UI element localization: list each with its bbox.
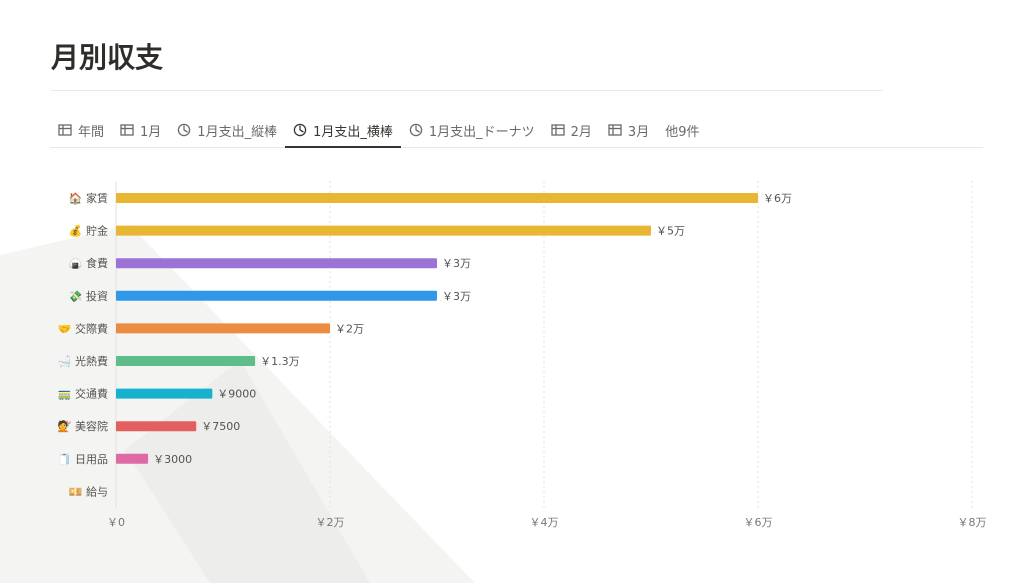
page-title: 月別収支	[51, 41, 164, 74]
table-icon	[550, 123, 565, 137]
category-label: 🤝 交際費	[58, 321, 108, 335]
bar	[116, 323, 330, 334]
tab-march[interactable]: 3月	[600, 114, 657, 148]
x-tick-label: ￥8万	[958, 516, 987, 529]
bar-value-label: ￥5万	[656, 225, 685, 238]
category-label: 🧻 日用品	[58, 453, 108, 466]
x-tick-label: ￥4万	[530, 516, 559, 529]
category-label: 🍙 食費	[69, 256, 108, 270]
category-label: 💴 給与	[69, 484, 108, 498]
category-label: 💸 投資	[69, 289, 108, 303]
bar-value-label: ￥9000	[217, 388, 256, 401]
bar-value-label: ￥6万	[763, 192, 792, 205]
bar-value-label: ￥1.3万	[260, 355, 300, 368]
category-label: 🚃 交通費	[58, 387, 108, 401]
tab-label: 2月	[570, 124, 592, 140]
bar	[116, 356, 256, 366]
bar	[116, 453, 149, 464]
tab-label: 1月支出_ドーナツ	[428, 124, 535, 140]
chart-icon	[293, 123, 307, 137]
tab-label: 1月支出_縦棒	[197, 124, 278, 140]
tab-january-expense-donut[interactable]: 1月支出_ドーナツ	[401, 114, 543, 148]
table-icon	[608, 123, 622, 137]
table-icon	[120, 123, 134, 137]
chart-icon	[177, 123, 191, 137]
table-icon	[58, 123, 72, 137]
tab-label: 他9件	[665, 124, 700, 140]
tab-label: 3月	[627, 124, 650, 140]
bar-value-label: ￥3万	[442, 290, 471, 303]
bar-value-label: ￥3万	[442, 257, 471, 270]
category-label: 🏠 家賃	[69, 191, 108, 205]
tab-february[interactable]: 2月	[543, 114, 600, 148]
bar	[116, 421, 197, 432]
tab-label: 年間	[78, 124, 105, 140]
x-tick-label: ￥0	[107, 516, 125, 529]
chart-icon	[409, 123, 423, 137]
tab-january[interactable]: 1月	[112, 114, 169, 148]
category-label: 💰 貯金	[69, 224, 108, 238]
tab-january-expense-column[interactable]: 1月支出_縦棒	[169, 114, 285, 148]
category-label: 💇 美容院	[58, 419, 108, 433]
x-tick-label: ￥2万	[316, 516, 345, 529]
bar	[116, 388, 213, 399]
bar-value-label: ￥2万	[335, 322, 364, 335]
bar	[116, 290, 437, 301]
tab-january-expense-bar[interactable]: 1月支出_横棒	[285, 114, 401, 148]
bar	[116, 193, 758, 203]
view-tabs: 年間 1月 1月支出_縦棒 1月支出_横棒 1月支出_ドーナツ 2月 3月	[50, 114, 707, 148]
bar-value-label: ￥7500	[201, 420, 240, 433]
title-divider	[51, 90, 883, 91]
category-label: 🛁 光熱費	[58, 354, 108, 368]
tabs-divider	[50, 147, 983, 148]
bar	[116, 258, 437, 269]
tab-more-views[interactable]: 他9件	[657, 114, 707, 148]
x-tick-label: ￥6万	[744, 516, 773, 529]
tab-label: 1月支出_横棒	[313, 124, 393, 140]
tab-yearly[interactable]: 年間	[50, 114, 112, 148]
tab-label: 1月	[140, 124, 162, 140]
bar	[116, 225, 651, 236]
bar-value-label: ￥3000	[153, 453, 192, 466]
